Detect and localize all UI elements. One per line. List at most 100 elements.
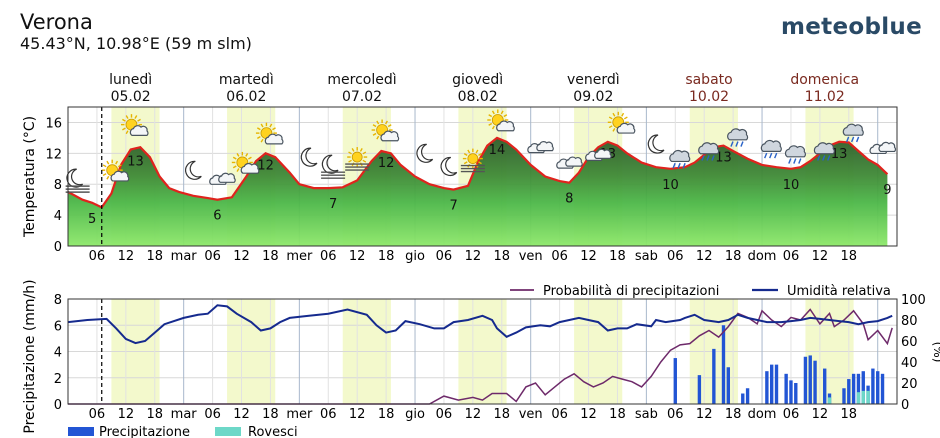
sun-fog-icon: [460, 148, 485, 173]
day-name-label: giovedì: [452, 72, 503, 88]
moon-shape: [416, 143, 434, 163]
time-tick-label: 06: [204, 249, 221, 264]
temperature-value-label: 5: [88, 212, 96, 227]
sun-disc: [467, 153, 479, 165]
time-tick-label-precip: 18: [841, 407, 858, 422]
cloud-shape: [842, 123, 864, 136]
sun-ray: [232, 156, 237, 160]
rain-drop: [706, 155, 710, 161]
sun-cloud-icon: [101, 159, 130, 182]
cloud-icon: [585, 148, 612, 161]
rain-drop: [735, 141, 739, 147]
rain-drop: [711, 155, 715, 161]
precipitation-bar: [721, 325, 726, 404]
time-tick-label-precip: 06: [667, 407, 684, 422]
sun-ray: [256, 127, 261, 131]
sun-ray: [362, 151, 367, 155]
sun-cloud-icon: [607, 111, 636, 134]
time-tick-label-precip: 12: [118, 407, 135, 422]
sun-ray: [351, 148, 355, 152]
time-tick-label: 12: [349, 249, 366, 264]
precipitation-bar: [803, 356, 808, 404]
day-date-label: 06.02: [226, 89, 266, 105]
time-tick-label-precip: 12: [233, 407, 250, 422]
time-tick-label: 18: [262, 249, 279, 264]
cloud-icon: [869, 141, 897, 155]
sun-fog-icon: [345, 147, 370, 171]
location-title: Verona: [20, 10, 93, 34]
sun-ray: [260, 123, 264, 128]
rain-drop: [817, 155, 821, 161]
temperature-value-label: 13: [715, 151, 732, 166]
precipitation-bar: [765, 371, 769, 404]
time-tick-label-precip: 18: [609, 407, 626, 422]
time-tick-label: ven: [519, 249, 543, 264]
showers-bar: [861, 390, 865, 404]
legend-probability-label: Probabilità di precipitazioni: [543, 284, 719, 299]
time-tick-label-precip: 06: [783, 407, 800, 422]
precip-tick-label: 2: [54, 372, 62, 387]
cloud-shape: [784, 145, 807, 158]
precipitation-bar: [794, 383, 798, 404]
sun-ray: [348, 151, 352, 155]
sun-ray: [272, 127, 276, 131]
sun-ray: [608, 125, 613, 129]
precipitation-bar: [871, 368, 875, 404]
precipitation-bar: [856, 373, 861, 404]
time-tick-label-precip: 06: [89, 407, 106, 422]
cloud-shape: [218, 172, 236, 183]
rain-drop: [855, 136, 860, 143]
rain-drop: [788, 158, 792, 164]
cloud-icon: [556, 156, 583, 169]
time-tick-label: 18: [609, 249, 626, 264]
temp-axis-title: Temperatura (°C): [22, 116, 38, 238]
sun-ray: [125, 115, 129, 119]
time-tick-label-precip: 06: [320, 407, 337, 422]
time-tick-label-precip: 18: [262, 407, 279, 422]
time-tick-label: 06: [551, 249, 568, 264]
day-date-label: 07.02: [342, 89, 382, 105]
temp-tick-label: 16: [45, 116, 62, 131]
temp-tick-label: 12: [45, 147, 62, 162]
sun-ray: [359, 148, 363, 152]
time-tick-label: dom: [748, 249, 777, 264]
time-tick-label-precip: 12: [812, 407, 829, 422]
sun-ray: [260, 138, 264, 143]
day-name-label: venerdì: [567, 72, 620, 88]
sun-ray: [362, 159, 367, 163]
sun-ray: [621, 112, 625, 117]
precipitation-bar: [712, 348, 716, 404]
moon-fog-icon: [321, 154, 346, 179]
sun-ray: [503, 114, 508, 118]
humidity-tick-label: 20: [901, 377, 918, 392]
time-tick-label-precip: 06: [551, 407, 568, 422]
time-tick-label: 18: [494, 249, 511, 264]
day-name-label: sabato: [685, 72, 732, 88]
moon-icon: [440, 156, 458, 177]
temperature-value-label: 10: [783, 178, 800, 193]
time-tick-label-precip: sab: [635, 407, 658, 422]
brand-logo[interactable]: meteoblue: [781, 14, 922, 40]
rain-drop: [774, 152, 778, 159]
sun-ray: [236, 168, 240, 172]
rain-icon: [669, 149, 691, 169]
time-tick-label: 18: [725, 249, 742, 264]
cloud-shape: [594, 148, 612, 159]
rain-drop: [701, 155, 705, 161]
rain-drop: [682, 162, 686, 169]
cloud-shape: [878, 141, 897, 153]
sun-ray: [608, 116, 613, 120]
showers-bar: [827, 397, 832, 404]
moon-shape: [440, 156, 458, 177]
day-name-label: martedì: [219, 72, 274, 88]
time-tick-label: 06: [667, 249, 684, 264]
sun-ray: [348, 159, 352, 163]
temperature-value-label: 9: [883, 183, 891, 198]
time-tick-label: 12: [233, 249, 250, 264]
time-tick-label-precip: 18: [494, 407, 511, 422]
sun-ray: [488, 122, 493, 126]
temp-frame: [67, 106, 898, 247]
temperature-value-label: 10: [662, 178, 679, 193]
precip-tick-label: 0: [54, 398, 62, 413]
